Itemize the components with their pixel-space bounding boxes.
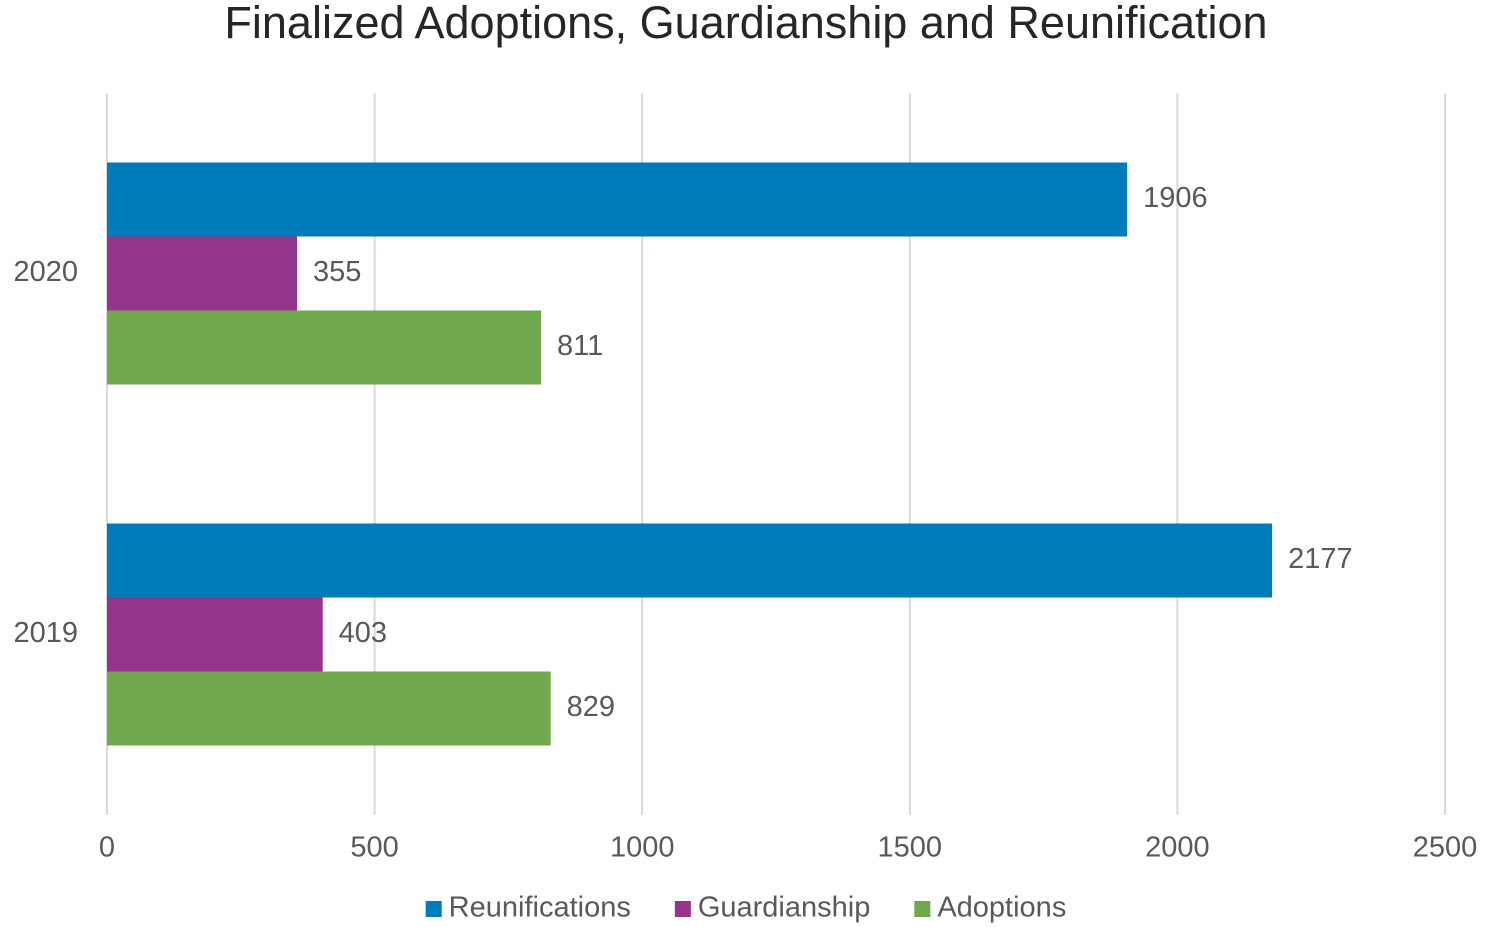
- legend-swatch: [674, 901, 691, 917]
- y-tick-label: 2020: [13, 256, 78, 288]
- bar: [107, 310, 542, 385]
- bar: [107, 162, 1128, 237]
- data-label: 2177: [1288, 543, 1353, 575]
- chart-title: Finalized Adoptions, Guardianship and Re…: [224, 0, 1267, 48]
- x-tick-label: 2000: [1145, 832, 1210, 864]
- data-label: 811: [557, 330, 603, 362]
- x-tick-label: 1500: [878, 832, 943, 864]
- legend-swatch: [914, 901, 931, 917]
- x-tick-label: 1000: [610, 832, 675, 864]
- legend: Reunifications Guardianship Adoptions: [425, 892, 1066, 924]
- x-tick-label: 0: [99, 832, 115, 864]
- data-label: 829: [567, 691, 615, 723]
- bar: [107, 597, 323, 672]
- legend-label: Adoptions: [937, 892, 1066, 924]
- data-label: 1906: [1143, 182, 1208, 214]
- x-tick-label: 500: [350, 832, 398, 864]
- legend-label: Guardianship: [698, 892, 871, 924]
- legend-label: Reunifications: [449, 892, 631, 924]
- bar: [107, 671, 551, 746]
- data-label: 355: [313, 256, 361, 288]
- x-tick-label: 2500: [1413, 832, 1478, 864]
- bar: [107, 236, 297, 311]
- bar: [107, 523, 1273, 598]
- legend-swatch: [425, 901, 442, 917]
- data-label: 403: [339, 617, 387, 649]
- y-tick-label: 2019: [13, 617, 78, 649]
